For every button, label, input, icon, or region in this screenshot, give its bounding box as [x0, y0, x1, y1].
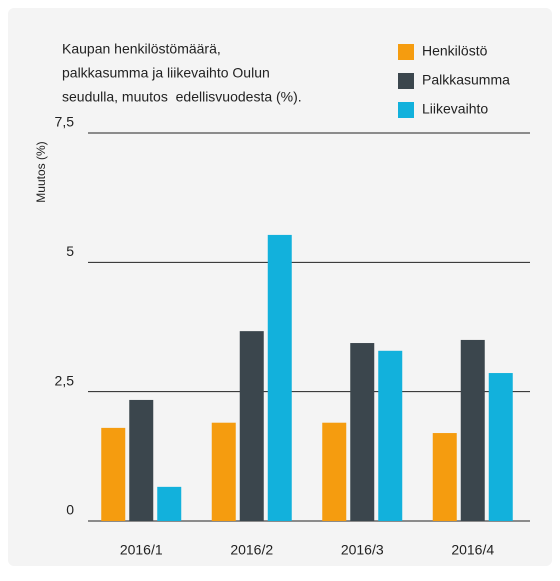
chart-title: Kaupan henkilöstömäärä,: [62, 41, 221, 57]
bar: [378, 350, 403, 521]
bar: [101, 427, 126, 521]
x-tick-label: 2016/2: [230, 542, 273, 558]
x-tick-label: 2016/1: [120, 542, 163, 558]
legend-swatch: [398, 73, 414, 89]
y-tick-label: 2,5: [55, 372, 75, 388]
chart-title: seudulla, muutos edellisvuodesta (%).: [62, 89, 302, 105]
bar: [488, 373, 513, 521]
legend-label: Palkkasumma: [422, 72, 510, 88]
x-tick-label: 2016/4: [451, 542, 494, 558]
bar: [322, 422, 347, 521]
y-tick-label: 0: [66, 502, 74, 518]
legend-swatch: [398, 44, 414, 60]
bar: [432, 433, 457, 521]
bar: [129, 399, 154, 521]
x-tick-label: 2016/3: [341, 542, 384, 558]
chart-title: palkkasumma ja liikevaihto Oulun: [62, 65, 270, 81]
bar: [239, 331, 264, 521]
legend-label: Liikevaihto: [422, 101, 488, 117]
legend-swatch: [398, 102, 414, 118]
bar: [460, 339, 485, 521]
y-tick-label: 7,5: [55, 114, 75, 130]
bar: [211, 422, 236, 521]
legend-label: Henkilöstö: [422, 43, 488, 59]
y-tick-label: 5: [66, 243, 74, 259]
bar: [157, 486, 182, 521]
y-axis-label: Muutos (%): [34, 141, 48, 202]
bar: [267, 234, 292, 521]
bar: [350, 343, 375, 521]
